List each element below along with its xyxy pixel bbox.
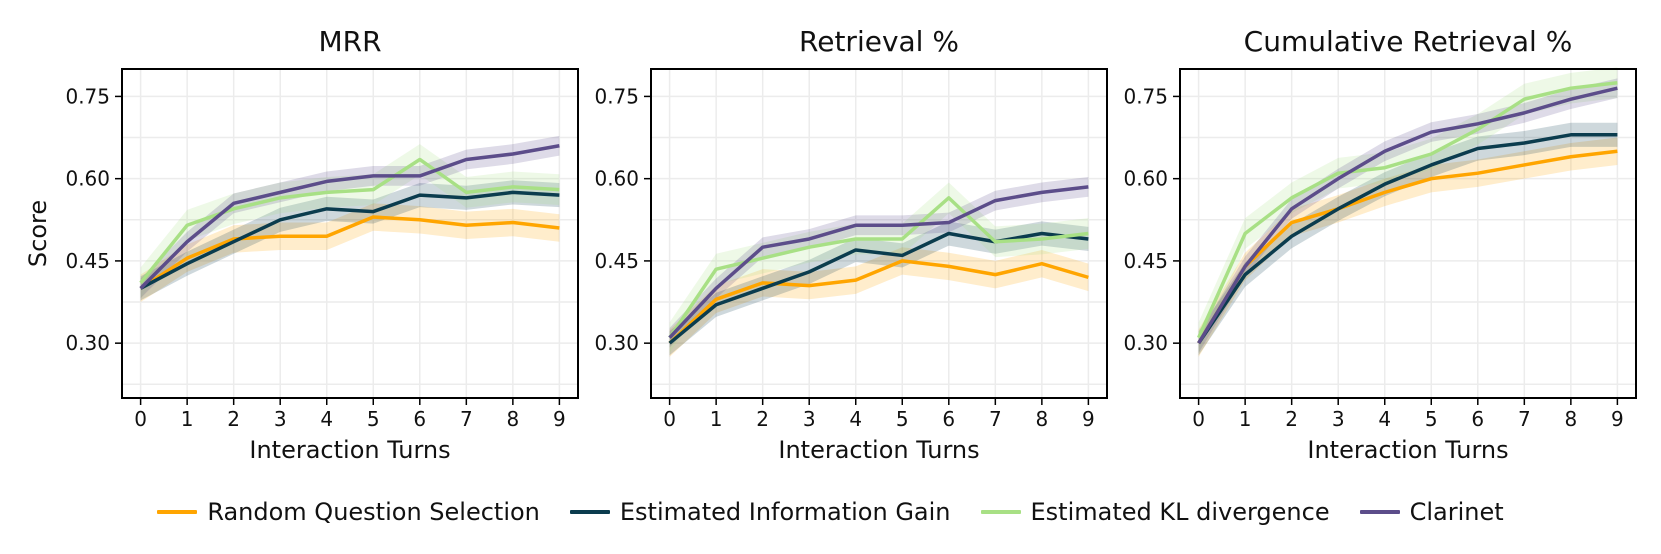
x-tick-label: 7 [989, 407, 1002, 431]
y-tick-label: 0.75 [1123, 84, 1168, 108]
x-tick-label: 3 [803, 407, 816, 431]
x-tick-label: 8 [506, 407, 519, 431]
confidence-band-random [1198, 137, 1618, 357]
legend-item-clarinet: Clarinet [1359, 498, 1504, 526]
legend-swatch-kl [980, 510, 1021, 514]
x-tick-label: 6 [413, 407, 426, 431]
x-tick-label: 8 [1035, 407, 1048, 431]
plot-frame [121, 68, 579, 399]
y-tick-label: 0.30 [1123, 331, 1168, 355]
x-axis-label: Interaction Turns [1307, 436, 1508, 464]
y-tick-label: 0.60 [1123, 167, 1168, 191]
legend-swatch-info-gain [569, 510, 610, 514]
x-axis-label: Interaction Turns [778, 436, 979, 464]
x-tick-label: 6 [942, 407, 955, 431]
series-line-random [139, 215, 560, 290]
x-tick-label: 5 [896, 407, 909, 431]
y-tick-label: 0.45 [65, 249, 110, 273]
confidence-band-random [669, 247, 1089, 357]
series-line-info-gain [668, 231, 1089, 345]
series-line-kl [668, 196, 1089, 339]
confidence-band-info-gain [1198, 122, 1618, 356]
y-tick-label: 0.75 [594, 84, 639, 108]
x-tick-label: 6 [1471, 407, 1484, 431]
confidence-band-kl [669, 182, 1089, 354]
legend-swatch-clarinet [1359, 510, 1400, 514]
x-tick-label: 4 [849, 407, 862, 431]
x-tick-label: 9 [1611, 407, 1624, 431]
y-tick-label: 0.45 [594, 249, 639, 273]
x-tick-label: 2 [756, 407, 769, 431]
legend-label-random: Random Question Selection [207, 498, 540, 526]
x-tick-label: 1 [1239, 407, 1252, 431]
legend-label-kl: Estimated KL divergence [1030, 498, 1330, 526]
x-tick-label: 3 [1332, 407, 1345, 431]
series-line-info-gain [139, 190, 560, 290]
x-tick-label: 5 [367, 407, 380, 431]
x-tick-label: 0 [1192, 407, 1205, 431]
series-line-clarinet [1197, 86, 1618, 345]
y-tick-label: 0.60 [65, 167, 110, 191]
y-tick-label: 0.30 [594, 331, 639, 355]
plot-frame [650, 68, 1108, 399]
panel-title: Cumulative Retrieval % [1244, 25, 1573, 58]
x-tick-label: 9 [553, 407, 566, 431]
legend-label-clarinet: Clarinet [1409, 498, 1504, 526]
y-tick-label: 0.30 [65, 331, 110, 355]
legend-label-info-gain: Estimated Information Gain [619, 498, 951, 526]
legend: Random Question Selection Estimated Info… [0, 498, 1661, 526]
series-line-random [668, 259, 1089, 345]
x-tick-label: 0 [663, 407, 676, 431]
confidence-band-random [140, 203, 560, 303]
x-tick-label: 3 [274, 407, 287, 431]
series-line-random [1197, 149, 1618, 345]
y-tick-label: 0.60 [594, 167, 639, 191]
legend-swatch-random [157, 510, 198, 514]
x-tick-label: 1 [181, 407, 194, 431]
x-tick-label: 4 [1378, 407, 1391, 431]
x-tick-label: 2 [1285, 407, 1298, 431]
y-tick-label: 0.45 [1123, 249, 1168, 273]
confidence-band-kl [1198, 67, 1618, 354]
x-tick-label: 9 [1082, 407, 1095, 431]
x-tick-label: 2 [227, 407, 240, 431]
y-tick-label: 0.75 [65, 84, 110, 108]
series-line-clarinet [139, 144, 560, 290]
plot-frame [1179, 68, 1637, 399]
x-tick-label: 8 [1564, 407, 1577, 431]
x-tick-label: 5 [1425, 407, 1438, 431]
legend-item-kl: Estimated KL divergence [980, 498, 1330, 526]
x-tick-label: 1 [710, 407, 723, 431]
legend-item-random: Random Question Selection [157, 498, 540, 526]
confidence-band-clarinet [669, 177, 1089, 348]
series-line-kl [1197, 80, 1618, 339]
x-tick-label: 7 [1518, 407, 1531, 431]
series-line-clarinet [668, 185, 1089, 339]
panel-title: MRR [318, 25, 381, 58]
series-line-info-gain [1197, 133, 1618, 345]
panel-title: Retrieval % [799, 25, 959, 58]
confidence-band-clarinet [1198, 78, 1618, 354]
x-tick-label: 7 [460, 407, 473, 431]
legend-item-info-gain: Estimated Information Gain [569, 498, 951, 526]
x-tick-label: 0 [134, 407, 147, 431]
y-axis-label: Score [24, 200, 52, 267]
x-tick-label: 4 [320, 407, 333, 431]
series-line-kl [139, 157, 560, 284]
x-axis-label: Interaction Turns [249, 436, 450, 464]
